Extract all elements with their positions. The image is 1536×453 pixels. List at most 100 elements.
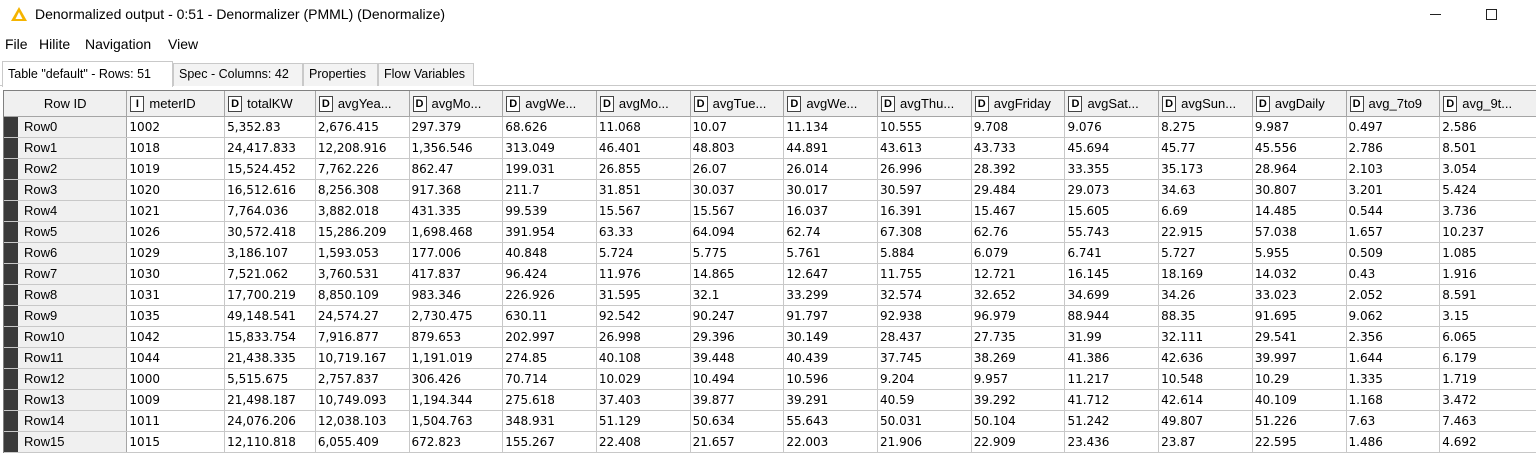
table-cell[interactable]: 3.472 <box>1439 389 1536 411</box>
table-cell[interactable]: 917.368 <box>409 179 504 201</box>
table-cell[interactable]: 29.484 <box>971 179 1066 201</box>
table-cell[interactable]: 7,764.036 <box>224 200 316 222</box>
row-id-cell[interactable]: Row5 <box>4 221 128 243</box>
table-cell[interactable]: 1.085 <box>1439 242 1536 264</box>
table-cell[interactable]: 5,352.83 <box>224 116 316 138</box>
table-cell[interactable]: 10,719.167 <box>315 347 410 369</box>
table-cell[interactable]: 34.699 <box>1064 284 1160 306</box>
table-cell[interactable]: 14.865 <box>690 263 785 285</box>
table-cell[interactable]: 1009 <box>126 389 226 411</box>
table-cell[interactable]: 8.501 <box>1439 137 1536 159</box>
menu-view[interactable]: View <box>168 36 199 52</box>
table-cell[interactable]: 49,148.541 <box>224 305 316 327</box>
table-cell[interactable]: 23.87 <box>1158 431 1253 453</box>
table-cell[interactable]: 10.07 <box>690 116 785 138</box>
table-row[interactable]: Row5 1026 30,572.418 15,286.209 1,698.468 391… <box>4 221 1536 243</box>
table-cell[interactable]: 6,055.409 <box>315 431 410 453</box>
table-cell[interactable]: 50.634 <box>690 410 785 432</box>
table-cell[interactable]: 15.567 <box>690 200 785 222</box>
table-cell[interactable]: 2,730.475 <box>409 305 504 327</box>
row-id-cell[interactable]: Row13 <box>4 389 128 411</box>
row-id-cell[interactable]: Row2 <box>4 158 128 180</box>
table-cell[interactable]: 22.915 <box>1158 221 1253 243</box>
table-cell[interactable]: 64.094 <box>690 221 785 243</box>
table-cell[interactable]: 62.76 <box>971 221 1066 243</box>
table-cell[interactable]: 42.614 <box>1158 389 1253 411</box>
table-cell[interactable]: 431.335 <box>409 200 504 222</box>
table-cell[interactable]: 21.906 <box>877 431 972 453</box>
table-cell[interactable]: 1035 <box>126 305 226 327</box>
table-cell[interactable]: 38.269 <box>971 347 1066 369</box>
table-cell[interactable]: 46.401 <box>596 137 691 159</box>
menu-navigation[interactable]: Navigation <box>85 36 152 52</box>
table-cell[interactable]: 88.944 <box>1064 305 1160 327</box>
table-cell[interactable]: 22.003 <box>783 431 879 453</box>
table-cell[interactable]: 4.692 <box>1439 431 1536 453</box>
table-cell[interactable]: 62.74 <box>783 221 879 243</box>
table-cell[interactable]: 5.884 <box>877 242 972 264</box>
table-cell[interactable]: 51.129 <box>596 410 691 432</box>
table-cell[interactable]: 40.59 <box>877 389 972 411</box>
table-cell[interactable]: 306.426 <box>409 368 504 390</box>
table-cell[interactable]: 1,593.053 <box>315 242 410 264</box>
table-cell[interactable]: 32.111 <box>1158 326 1253 348</box>
menu-hilite[interactable]: Hilite <box>39 36 71 52</box>
table-cell[interactable]: 3,760.531 <box>315 263 410 285</box>
table-cell[interactable]: 51.226 <box>1252 410 1347 432</box>
table-cell[interactable]: 50.104 <box>971 410 1066 432</box>
table-cell[interactable]: 1.657 <box>1346 221 1441 243</box>
table-cell[interactable]: 3.736 <box>1439 200 1536 222</box>
table-cell[interactable]: 297.379 <box>409 116 504 138</box>
table-cell[interactable]: 862.47 <box>409 158 504 180</box>
table-cell[interactable]: 1.719 <box>1439 368 1536 390</box>
table-cell[interactable]: 10.494 <box>690 368 785 390</box>
table-cell[interactable]: 1002 <box>126 116 226 138</box>
table-cell[interactable]: 1.335 <box>1346 368 1441 390</box>
menu-file[interactable]: File <box>5 36 28 52</box>
table-cell[interactable]: 1030 <box>126 263 226 285</box>
table-row[interactable]: Row14 1011 24,076.206 12,038.103 1,504.763 34… <box>4 410 1536 432</box>
table-cell[interactable]: 199.031 <box>502 158 597 180</box>
table-cell[interactable]: 34.26 <box>1158 284 1253 306</box>
minimize-button[interactable] <box>1415 2 1455 26</box>
table-cell[interactable]: 6.079 <box>971 242 1066 264</box>
table-cell[interactable]: 5,515.675 <box>224 368 316 390</box>
table-cell[interactable]: 1026 <box>126 221 226 243</box>
table-cell[interactable]: 1.644 <box>1346 347 1441 369</box>
table-cell[interactable]: 12.721 <box>971 263 1066 285</box>
table-cell[interactable]: 8.275 <box>1158 116 1253 138</box>
table-cell[interactable]: 0.509 <box>1346 242 1441 264</box>
table-cell[interactable]: 9.708 <box>971 116 1066 138</box>
table-cell[interactable]: 40.108 <box>596 347 691 369</box>
table-cell[interactable]: 6.179 <box>1439 347 1536 369</box>
table-cell[interactable]: 10,749.093 <box>315 389 410 411</box>
table-cell[interactable]: 7,521.062 <box>224 263 316 285</box>
table-cell[interactable]: 7.63 <box>1346 410 1441 432</box>
table-cell[interactable]: 99.539 <box>502 200 597 222</box>
table-row[interactable]: Row7 1030 7,521.062 3,760.531 417.837 96.424 1… <box>4 263 1536 285</box>
table-cell[interactable]: 50.031 <box>877 410 972 432</box>
table-cell[interactable]: 630.11 <box>502 305 597 327</box>
table-cell[interactable]: 2.356 <box>1346 326 1441 348</box>
table-cell[interactable]: 274.85 <box>502 347 597 369</box>
table-cell[interactable]: 5.955 <box>1252 242 1347 264</box>
table-cell[interactable]: 1,504.763 <box>409 410 504 432</box>
table-cell[interactable]: 10.029 <box>596 368 691 390</box>
table-cell[interactable]: 33.355 <box>1064 158 1160 180</box>
table-cell[interactable]: 1.486 <box>1346 431 1441 453</box>
table-cell[interactable]: 39.291 <box>783 389 879 411</box>
table-cell[interactable]: 55.743 <box>1064 221 1160 243</box>
table-cell[interactable]: 26.07 <box>690 158 785 180</box>
row-id-cell[interactable]: Row6 <box>4 242 128 264</box>
table-cell[interactable]: 0.544 <box>1346 200 1441 222</box>
table-cell[interactable]: 17,700.219 <box>224 284 316 306</box>
table-cell[interactable]: 1019 <box>126 158 226 180</box>
table-cell[interactable]: 30,572.418 <box>224 221 316 243</box>
table-cell[interactable]: 12,110.818 <box>224 431 316 453</box>
